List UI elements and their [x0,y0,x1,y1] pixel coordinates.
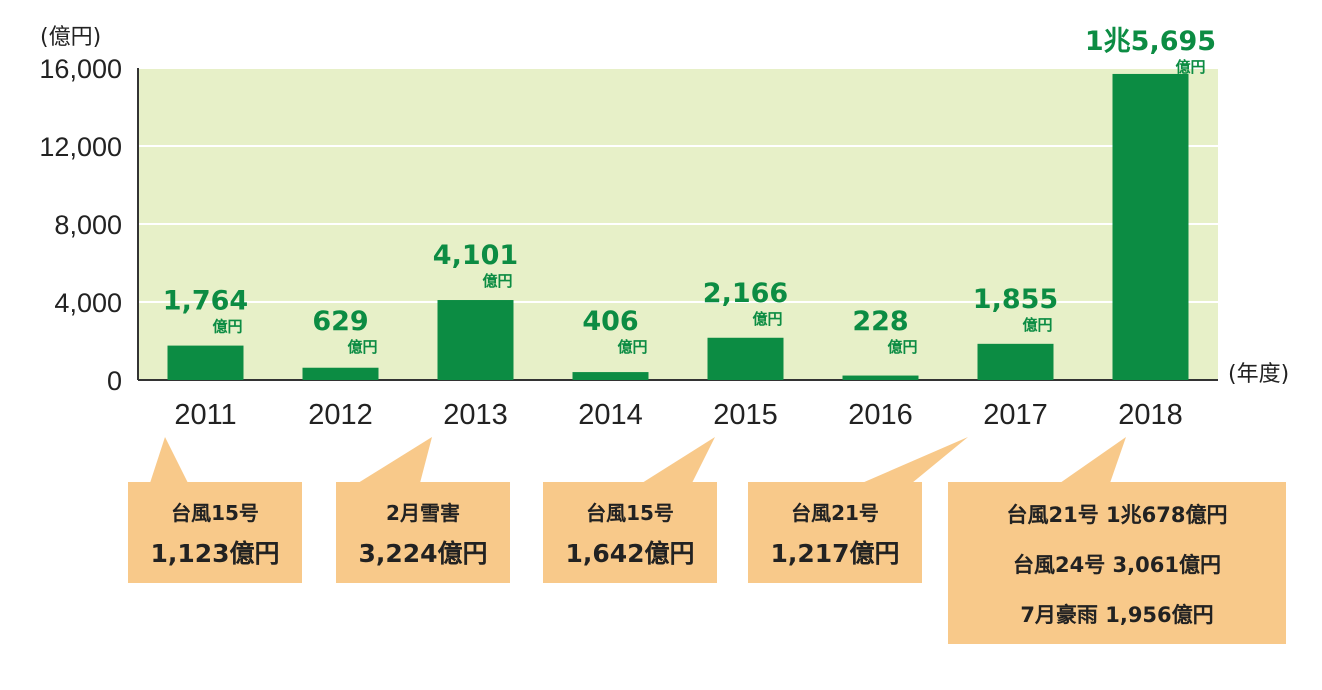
value-unit-label: 億円 [887,338,917,356]
bar [1112,73,1189,380]
x-category-label: 2012 [308,399,373,431]
bar [572,372,649,380]
value-unit-label: 億円 [212,318,242,336]
value-unit-label: 億円 [482,272,512,290]
y-tick-label: 4,000 [54,288,122,318]
value-label: 1兆5,695 [1085,26,1216,57]
bar [302,367,379,380]
value-label: 1,764 [163,286,248,317]
callout-pointer [862,437,968,483]
y-unit-label: (億円) [40,25,101,50]
callout-box [748,482,922,583]
callout-title: 台風21号 [791,501,879,525]
callout-box [543,482,717,583]
callout-title: 台風15号 [171,501,259,525]
callout-pointer [1060,437,1126,483]
bar [977,343,1054,380]
bar [842,375,919,380]
value-label: 629 [312,306,368,337]
callout-pointer [358,437,432,483]
callout-box [948,482,1286,644]
value-label: 2,166 [703,278,788,309]
callout-pointer [642,437,715,483]
value-label: 1,855 [973,284,1058,315]
x-category-label: 2016 [848,399,913,431]
value-unit-label: 億円 [347,338,377,356]
value-label: 228 [852,306,908,337]
y-tick-label: 0 [107,366,122,396]
y-tick-label: 12,000 [39,132,122,162]
value-label: 406 [582,306,638,337]
value-unit-label: 億円 [617,338,647,356]
callout-box [336,482,510,583]
callout-amount: 1,123億円 [150,539,279,568]
value-unit-label: 億円 [1175,58,1205,76]
callout-box [128,482,302,583]
value-unit-label: 億円 [752,310,782,328]
x-category-label: 2013 [443,399,508,431]
bar [167,345,244,380]
x-category-label: 2018 [1118,399,1183,431]
callout-title: 台風15号 [586,501,674,525]
x-category-label: 2011 [174,399,236,431]
value-unit-label: 億円 [1022,316,1052,334]
callout-title: 2月雪害 [386,501,460,525]
callout-item: 台風21号 1兆678億円 [1007,503,1228,527]
x-category-label: 2015 [713,399,778,431]
x-category-label: 2017 [983,399,1048,431]
callout-item: 7月豪雨 1,956億円 [1020,603,1213,627]
callout-item: 台風24号 3,061億円 [1013,553,1221,577]
bar [707,337,784,380]
value-label: 4,101 [433,240,518,271]
x-category-label: 2014 [578,399,643,431]
callout-amount: 1,642億円 [565,539,694,568]
y-tick-label: 8,000 [54,210,122,240]
callout-amount: 3,224億円 [358,539,487,568]
x-unit-label: (年度) [1228,362,1289,387]
callout-amount: 1,217億円 [770,539,899,568]
bar [437,300,514,380]
y-tick-label: 16,000 [39,54,122,84]
callout-pointer [150,437,188,483]
